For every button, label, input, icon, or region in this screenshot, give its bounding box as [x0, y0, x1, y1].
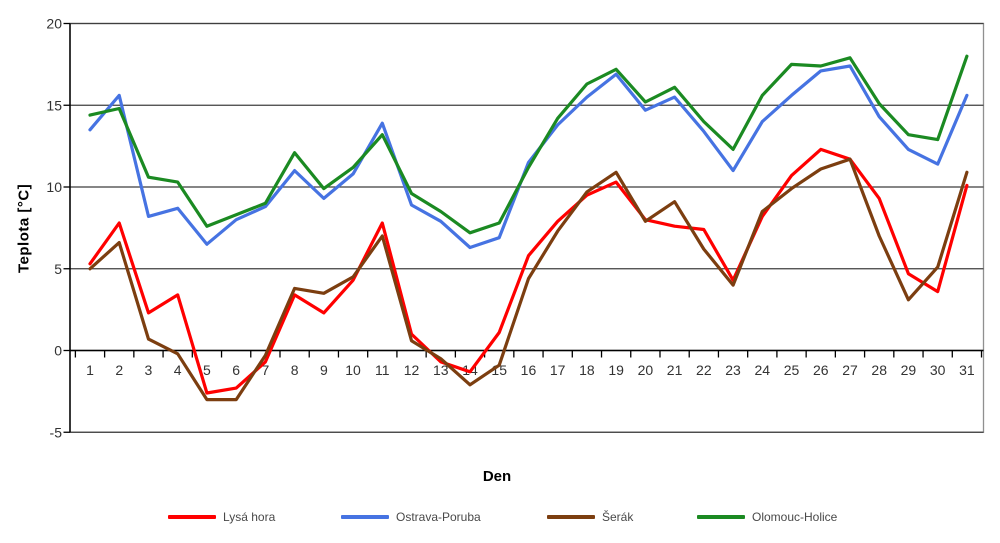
legend-item-ostrava-poruba: Ostrava-Poruba [341, 505, 481, 529]
legend-label-lysa-hora: Lysá hora [223, 510, 276, 524]
x-tick-label: 21 [667, 362, 683, 378]
x-tick-label: 2 [115, 362, 123, 378]
x-tick-label: 31 [959, 362, 975, 378]
legend-item-lysa-hora: Lysá hora [168, 505, 275, 529]
legend-item-serak: Šerák [547, 505, 633, 529]
legend-label-ostrava-poruba: Ostrava-Poruba [396, 510, 481, 524]
x-tick-label: 29 [901, 362, 917, 378]
x-tick-label: 16 [521, 362, 537, 378]
x-tick-label: 4 [174, 362, 182, 378]
series-line-1 [88, 64, 969, 250]
x-tick-label: 24 [755, 362, 771, 378]
y-tick-label: 10 [46, 179, 62, 195]
x-tick-label: 9 [320, 362, 328, 378]
x-tick-label: 23 [725, 362, 741, 378]
series-line-0 [88, 147, 969, 395]
x-tick-label: 13 [433, 362, 449, 378]
legend: Lysá hora Ostrava-Poruba Šerák Olomouc-H… [0, 505, 1000, 533]
x-tick-label: 8 [291, 362, 299, 378]
y-tick-label: 5 [54, 261, 62, 277]
legend-label-serak: Šerák [602, 510, 634, 524]
x-tick-label: 12 [404, 362, 420, 378]
x-tick-label: 7 [261, 362, 269, 378]
y-tick-label: 15 [46, 97, 62, 113]
x-tick-label: 22 [696, 362, 712, 378]
legend-item-olomouc-holice: Olomouc-Holice [697, 505, 837, 529]
x-tick-label: 26 [813, 362, 829, 378]
x-tick-label: 25 [784, 362, 800, 378]
x-tick-label: 10 [345, 362, 361, 378]
x-tick-label: 6 [232, 362, 240, 378]
series-line-3 [88, 54, 969, 235]
x-tick-label: 28 [871, 362, 887, 378]
legend-swatch-olomouc-holice [697, 515, 745, 519]
x-tick-label: 18 [579, 362, 595, 378]
y-tick-label: 20 [46, 16, 62, 32]
legend-swatch-ostrava-poruba [341, 515, 389, 519]
x-tick-label: 17 [550, 362, 566, 378]
x-tick-label: 5 [203, 362, 211, 378]
x-tick-label: 1 [86, 362, 94, 378]
y-tick-label: -5 [50, 424, 63, 440]
x-tick-label: 30 [930, 362, 946, 378]
legend-swatch-lysa-hora [168, 515, 216, 519]
legend-swatch-serak [547, 515, 595, 519]
x-tick-label: 20 [638, 362, 654, 378]
x-tick-label: 19 [608, 362, 624, 378]
y-tick-label: 0 [54, 343, 62, 359]
legend-label-olomouc-holice: Olomouc-Holice [752, 510, 838, 524]
x-tick-label: 11 [375, 362, 390, 378]
y-axis-title: Teplota [°C] [15, 183, 33, 273]
x-tick-label: 27 [842, 362, 858, 378]
x-axis-title: Den [482, 468, 512, 485]
x-tick-label: 3 [145, 362, 153, 378]
series-line-2 [88, 157, 969, 402]
